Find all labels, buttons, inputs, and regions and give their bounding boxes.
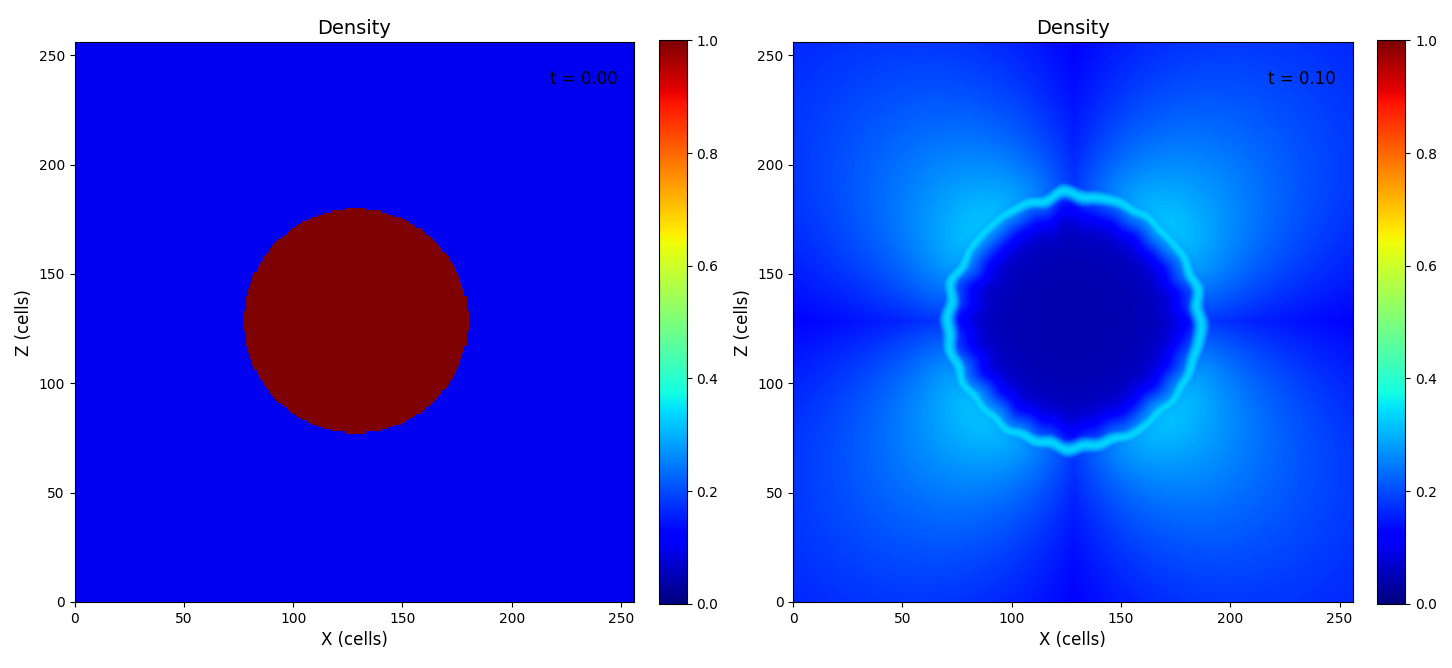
Title: Density: Density xyxy=(318,19,392,38)
X-axis label: X (cells): X (cells) xyxy=(1040,631,1106,649)
Title: Density: Density xyxy=(1035,19,1109,38)
Text: t = 0.00: t = 0.00 xyxy=(550,70,617,88)
Text: t = 0.10: t = 0.10 xyxy=(1268,70,1336,88)
X-axis label: X (cells): X (cells) xyxy=(321,631,388,649)
Y-axis label: Z (cells): Z (cells) xyxy=(733,289,752,355)
Y-axis label: Z (cells): Z (cells) xyxy=(15,289,33,355)
